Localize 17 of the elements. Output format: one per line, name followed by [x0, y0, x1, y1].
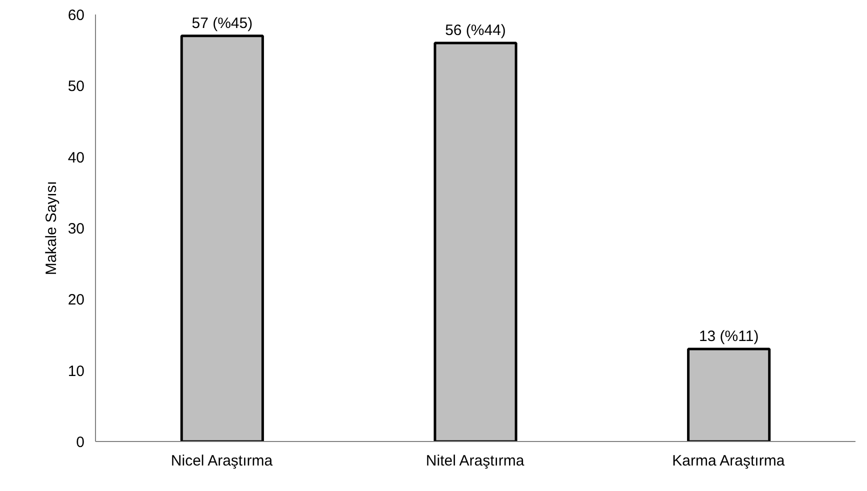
x-tick-label: Nitel Araştırma — [426, 452, 525, 470]
y-tick-label: 0 — [76, 434, 84, 451]
y-tick-label: 30 — [68, 220, 85, 238]
bar — [180, 34, 264, 442]
x-tick-label: Nicel Araştırma — [170, 452, 274, 470]
data-label: 56 (%44) — [445, 22, 506, 39]
y-tick-label: 60 — [68, 7, 85, 24]
y-tick-label: 20 — [68, 292, 85, 309]
bar — [687, 348, 771, 442]
y-tick-label: 40 — [68, 149, 85, 166]
bar — [434, 42, 518, 442]
data-label: 13 (%11) — [698, 328, 759, 345]
x-tick-label: Karma Araştırma — [672, 452, 786, 470]
y-tick-label: 50 — [68, 78, 85, 96]
data-label: 57 (%45) — [192, 14, 253, 32]
y-tick-label: 10 — [68, 362, 85, 380]
y-axis-title: Makale Sayısı — [42, 180, 60, 276]
